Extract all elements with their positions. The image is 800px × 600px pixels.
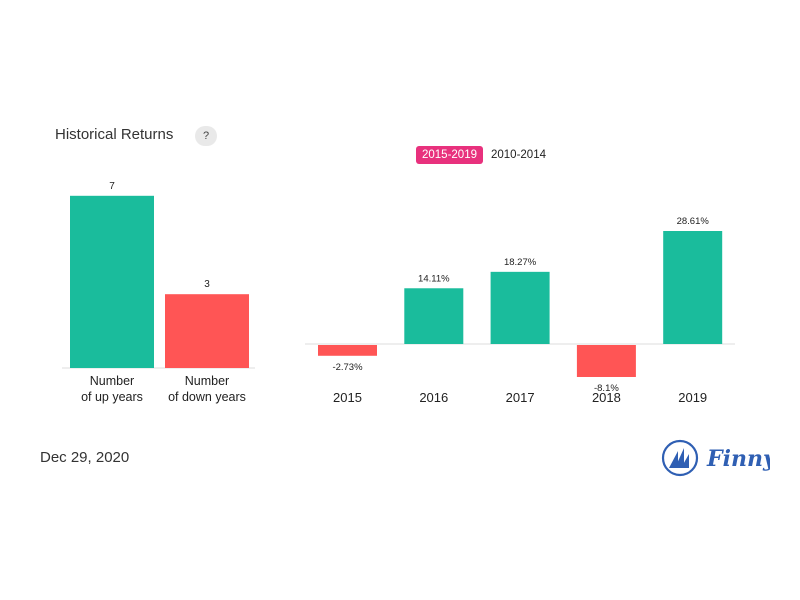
data-label: -8.1% [594,383,619,394]
x-tick-label: 2015 [333,390,362,405]
finny-logo: Finny [661,439,770,477]
bar-2019 [663,231,723,344]
page-title: Historical Returns [55,126,174,143]
logo-circle [661,439,699,477]
as-of-date: Dec 29, 2020 [40,449,130,466]
data-label: 18.27% [504,257,537,268]
tab-2010-2014[interactable]: 2010-2014 [491,149,546,161]
category-label: of up years [81,390,143,404]
logo-sail [681,454,689,468]
data-label: 14.11% [418,273,450,284]
bar-2015 [318,345,377,356]
category-label: Number [185,374,229,388]
logo-sail [669,451,678,468]
tab-2015-2019[interactable]: 2015-2019 [416,146,483,164]
x-tick-label: 2016 [419,390,448,405]
bar-2017 [490,271,550,344]
period-tabs: 2015-2019 2010-2014 [416,146,552,164]
bar-0 [70,195,154,368]
logo-sail [675,448,684,468]
category-label: of down years [168,390,246,404]
data-label: -2.73% [332,362,363,373]
help-icon[interactable]: ? [195,126,217,146]
bar-2016 [404,288,464,344]
x-tick-label: 2018 [592,390,621,405]
category-label: Number [90,374,134,388]
bar-1 [165,294,249,368]
bar-2018 [576,345,636,377]
logo-wordmark: Finny [706,446,770,472]
x-tick-label: 2019 [678,390,707,405]
data-label: 7 [109,181,115,192]
x-tick-label: 2017 [506,390,535,405]
data-label: 3 [204,279,210,290]
data-label: 28.61% [677,216,710,227]
